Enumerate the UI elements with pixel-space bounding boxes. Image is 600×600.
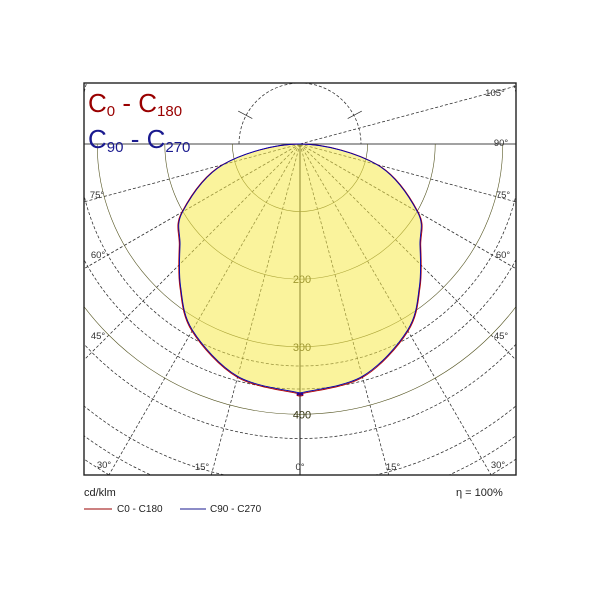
svg-text:90°: 90° (494, 138, 509, 149)
svg-text:C0 - C180: C0 - C180 (117, 504, 163, 515)
svg-text:cd/klm: cd/klm (84, 487, 116, 499)
svg-text:45°: 45° (494, 331, 509, 342)
svg-text:η = 100%: η = 100% (456, 487, 503, 499)
svg-text:75°: 75° (90, 190, 105, 201)
svg-text:0°: 0° (295, 462, 304, 473)
svg-text:60°: 60° (91, 250, 106, 261)
svg-text:45°: 45° (91, 331, 106, 342)
svg-text:C90 - C270: C90 - C270 (210, 504, 262, 515)
svg-text:60°: 60° (496, 250, 511, 261)
svg-text:15°: 15° (386, 462, 401, 473)
svg-text:15°: 15° (195, 462, 210, 473)
svg-text:75°: 75° (496, 190, 511, 201)
svg-text:105°: 105° (485, 88, 505, 99)
svg-text:30°: 30° (97, 460, 112, 471)
svg-text:400: 400 (293, 409, 311, 421)
svg-text:30°: 30° (491, 460, 506, 471)
